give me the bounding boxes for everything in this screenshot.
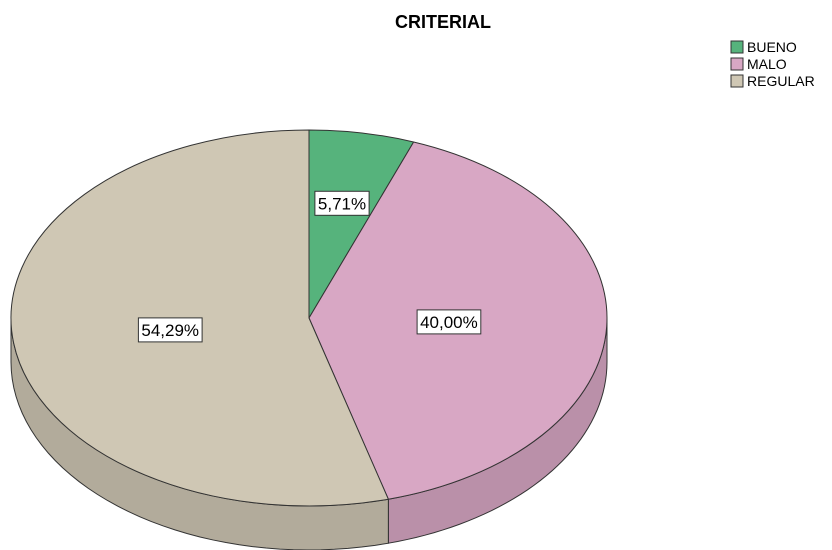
pie-label-group: 5,71% 40,00% 54,29% bbox=[137, 190, 482, 343]
data-label-text: 5,71% bbox=[318, 194, 366, 213]
legend-swatch bbox=[730, 74, 744, 88]
legend-swatch bbox=[730, 57, 744, 71]
legend-swatch bbox=[730, 40, 744, 54]
data-label-box bbox=[314, 190, 370, 216]
chart-title: CRITERIAL bbox=[395, 12, 491, 32]
legend-label: REGULAR bbox=[747, 73, 815, 89]
data-label-regular: 54,29% bbox=[137, 317, 203, 343]
legend-label: MALO bbox=[747, 56, 787, 72]
legend-item-malo: MALO bbox=[730, 56, 787, 72]
data-label-box bbox=[416, 309, 482, 335]
data-label-box bbox=[137, 317, 203, 343]
data-label-bueno: 5,71% bbox=[314, 190, 370, 216]
data-label-malo: 40,00% bbox=[416, 309, 482, 335]
legend-item-regular: REGULAR bbox=[730, 73, 815, 89]
data-label-text: 54,29% bbox=[141, 321, 199, 340]
legend-item-bueno: BUENO bbox=[730, 39, 797, 55]
data-label-text: 40,00% bbox=[420, 313, 478, 332]
pie-top-group bbox=[10, 129, 608, 507]
legend-label: BUENO bbox=[747, 39, 797, 55]
